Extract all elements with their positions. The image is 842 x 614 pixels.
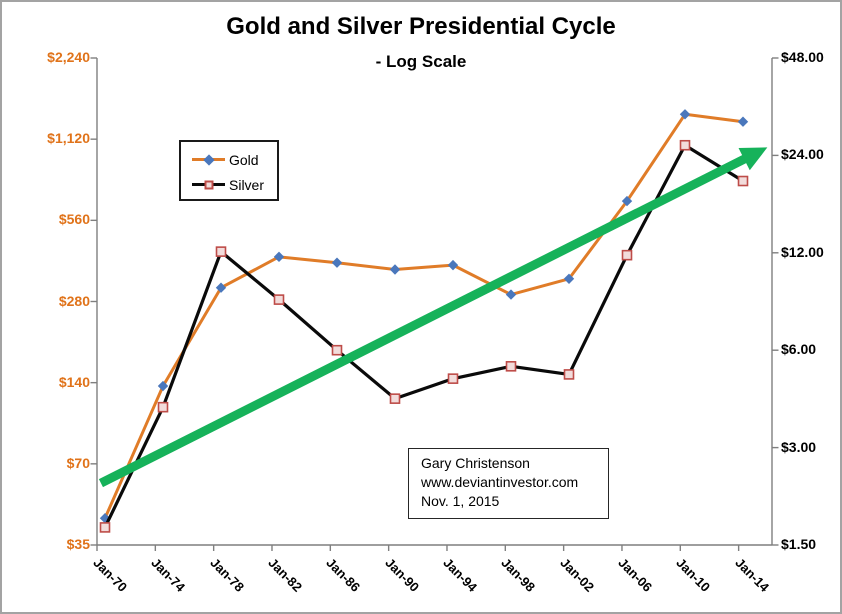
gold-data-point bbox=[679, 109, 691, 120]
right-axis-label: $6.00 bbox=[781, 341, 817, 358]
left-axis-label: $560 bbox=[58, 211, 90, 228]
chart-title: Gold and Silver Presidential Cycle bbox=[226, 13, 616, 40]
gold-data-point bbox=[621, 195, 633, 207]
annotation-author: Gary Christenson bbox=[421, 455, 530, 471]
gold-data-point bbox=[331, 257, 343, 268]
silver-data-point bbox=[157, 401, 169, 413]
left-axis-label: $280 bbox=[58, 292, 90, 309]
silver-data-point bbox=[563, 369, 575, 380]
gold-data-point bbox=[563, 273, 575, 284]
silver-data-point bbox=[505, 361, 517, 372]
silver-line bbox=[103, 143, 744, 529]
left-axis-label: $35 bbox=[66, 536, 90, 552]
silver-data-point bbox=[447, 373, 459, 384]
gold-line bbox=[103, 112, 744, 519]
silver-data-point bbox=[99, 522, 111, 533]
left-axis-label: $70 bbox=[66, 454, 90, 471]
silver-data-point bbox=[621, 249, 633, 261]
gold-data-point bbox=[157, 380, 169, 392]
gold-data-point bbox=[215, 282, 227, 293]
gold-data-point bbox=[99, 513, 111, 524]
left-axis-label: $140 bbox=[58, 373, 90, 390]
gold-diamond-marker-icon bbox=[202, 153, 215, 166]
silver-data-point bbox=[273, 294, 285, 305]
gold-data-point bbox=[273, 251, 285, 263]
silver-line-swatch bbox=[192, 180, 225, 189]
right-axis-label: $3.00 bbox=[781, 438, 817, 455]
silver-data-point bbox=[215, 246, 227, 257]
right-axis-label: $24.00 bbox=[781, 146, 824, 163]
chart-subtitle: - Log Scale bbox=[375, 52, 467, 71]
trend-arrow-shaft bbox=[98, 154, 748, 488]
silver-data-point bbox=[331, 344, 343, 356]
silver-data-point bbox=[389, 393, 401, 404]
gold-data-point bbox=[505, 289, 517, 300]
gold-data-point bbox=[447, 259, 459, 271]
silver-data-point bbox=[679, 139, 691, 151]
annotation-box: Gary Christenson www.deviantinvestor.com… bbox=[408, 448, 609, 519]
gold-line-swatch bbox=[192, 153, 225, 166]
trend-arrow-head bbox=[738, 147, 768, 171]
right-axis-label: $48.00 bbox=[781, 49, 824, 65]
left-axis-label: $2,240 bbox=[47, 49, 90, 65]
legend: Gold Silver bbox=[179, 140, 279, 201]
right-axis-label: $1.50 bbox=[781, 536, 817, 552]
annotation-website: www.deviantinvestor.com bbox=[421, 474, 579, 490]
silver-data-point bbox=[737, 175, 749, 187]
legend-label-silver: Silver bbox=[229, 176, 265, 193]
right-axis-label: $12.00 bbox=[781, 243, 824, 260]
legend-item-silver: Silver bbox=[192, 172, 277, 197]
left-axis-label: $1,120 bbox=[47, 130, 90, 147]
gold-data-point bbox=[389, 264, 401, 275]
legend-label-gold: Gold bbox=[229, 151, 259, 168]
silver-square-marker-icon bbox=[204, 180, 213, 189]
annotation-date: Nov. 1, 2015 bbox=[421, 493, 500, 509]
legend-item-gold: Gold bbox=[192, 147, 277, 172]
gold-data-point bbox=[737, 116, 749, 127]
